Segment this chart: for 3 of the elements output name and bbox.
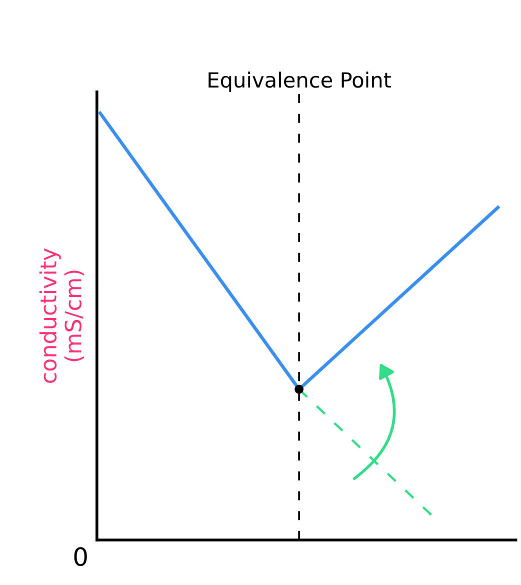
text: 0 — [74, 547, 87, 566]
y-axis-title: conductivity (mS/cm) — [39, 248, 84, 383]
text: Equivalence Point — [208, 72, 392, 92]
